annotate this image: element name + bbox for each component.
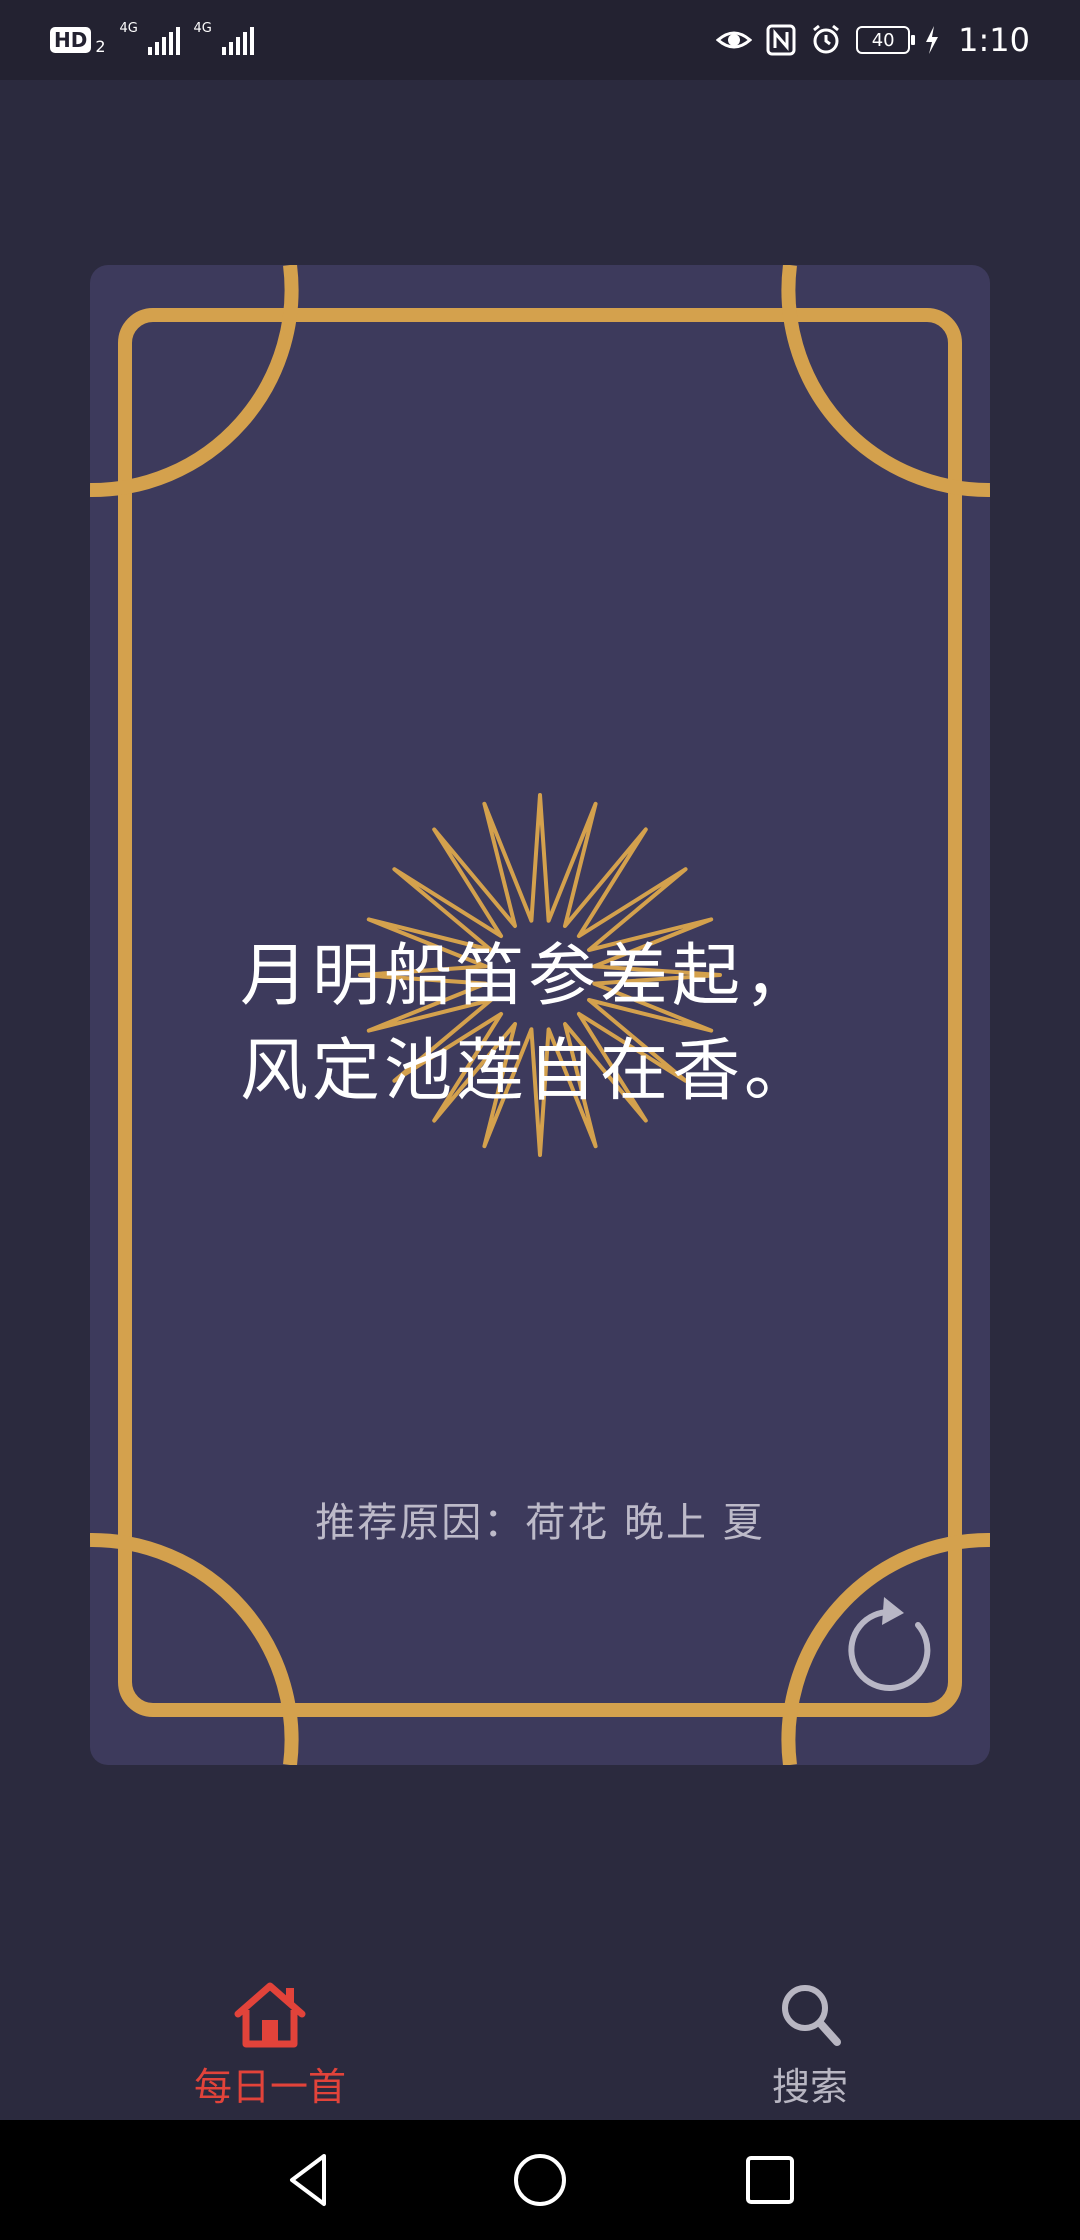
signal-icon: 4G [194,21,254,55]
charging-icon [926,26,939,54]
nfc-icon [766,24,796,56]
status-left: HD 2 4G 4G [50,18,254,62]
bottom-nav: 每日一首 搜索 [0,1960,1080,2120]
nav-label-daily-poem: 每日一首 [193,2065,346,2109]
decorative-frame [90,265,990,1765]
nav-item-search[interactable]: 搜索 [690,1980,930,2111]
recommend-reason: 推荐原因：荷花 晚上 夏 [315,1500,765,1546]
status-bar: HD 2 4G 4G [0,0,1080,80]
nav-item-daily-poem[interactable]: 每日一首 [150,1980,390,2111]
nav-label-search: 搜索 [771,2065,848,2109]
clock-time: 1:10 [958,21,1030,59]
hd-sub-indicator: 2 [95,36,106,56]
poem-line-2: 风定池莲自在香。 [240,1032,817,1111]
refresh-icon[interactable] [840,1595,950,1705]
alarm-icon [813,24,840,54]
sunburst-ornament [358,793,722,1157]
system-nav-bar [0,2120,1080,2240]
battery-level: 40 [871,29,895,51]
status-right: 40 1:10 [716,18,1030,62]
hd-indicator: HD [50,27,92,53]
recents-icon[interactable] [738,2148,802,2212]
poem-line-1: 月明船笛参差起， [240,937,817,1016]
battery-icon: 40 [856,26,916,54]
poem-card[interactable]: 月明船笛参差起， 风定池莲自在香。 推荐原因：荷花 晚上 夏 [90,265,990,1765]
back-icon[interactable] [278,2148,342,2212]
eye-icon [716,31,753,49]
search-icon [782,1985,841,2046]
home-icon [234,1982,306,2048]
signal-icon: 4G [120,21,180,55]
poem-text: 月明船笛参差起， 风定池莲自在香。 [90,265,990,1765]
home-circle-icon[interactable] [508,2148,572,2212]
